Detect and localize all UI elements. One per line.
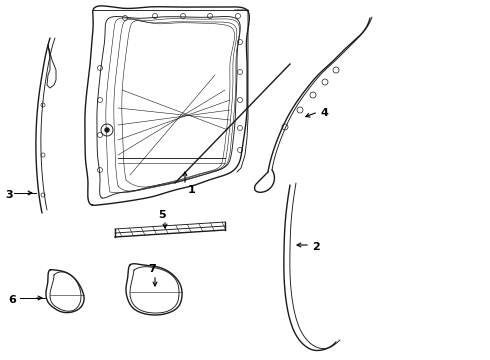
Text: 1: 1	[188, 185, 196, 195]
Text: 6: 6	[8, 295, 16, 305]
Text: 2: 2	[312, 242, 320, 252]
Text: 5: 5	[158, 210, 166, 220]
Text: 3: 3	[5, 190, 13, 200]
Text: 7: 7	[148, 264, 156, 274]
Circle shape	[105, 128, 109, 132]
Text: 4: 4	[320, 108, 328, 118]
